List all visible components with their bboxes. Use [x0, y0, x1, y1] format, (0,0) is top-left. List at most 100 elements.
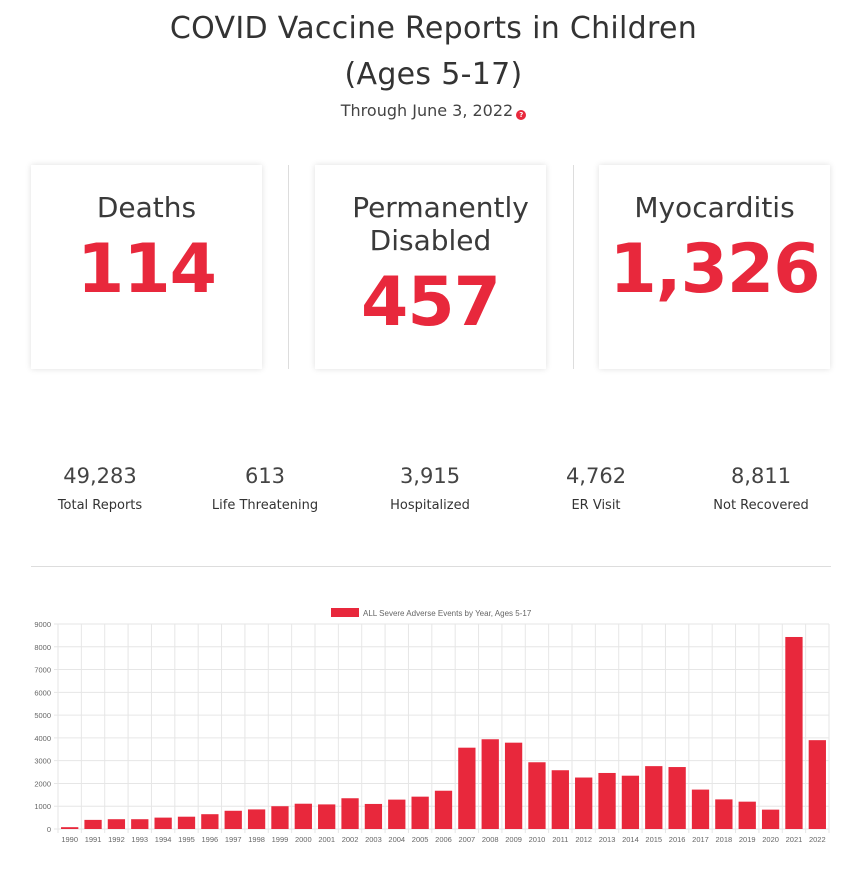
stat-label: ER Visit — [571, 498, 621, 513]
bar-1997[interactable] — [224, 810, 242, 829]
x-tick-label: 2013 — [599, 835, 616, 844]
stat-value: 3,915 — [399, 464, 461, 488]
x-tick-label: 2002 — [342, 835, 359, 844]
stat-not-recovered: 8,811 Not Recovered — [686, 462, 836, 513]
subtitle: Through June 3, 2022? — [0, 101, 867, 120]
chart-grid — [54, 623, 830, 833]
card-myocarditis-value: 1,326 — [609, 230, 820, 309]
stat-value: 613 — [244, 464, 286, 488]
x-tick-label: 2019 — [739, 835, 756, 844]
y-tick-label: 3000 — [34, 757, 51, 766]
chart-bars — [61, 636, 826, 829]
stat-er-visit: 4,762 ER Visit — [521, 462, 671, 513]
bar-2004[interactable] — [388, 799, 406, 829]
card-myocarditis: Myocarditis 1,326 — [599, 165, 830, 369]
bar-2010[interactable] — [528, 762, 546, 829]
stat-label: Life Threatening — [211, 498, 319, 513]
bar-2001[interactable] — [318, 804, 336, 829]
x-tick-label: 1993 — [131, 835, 148, 844]
y-tick-label: 4000 — [34, 734, 51, 743]
bar-2007[interactable] — [458, 747, 476, 829]
title-line-2: (Ages 5-17) — [344, 57, 523, 92]
y-tick-label: 9000 — [34, 620, 51, 629]
bar-chart: 1990 1991 1992 1993 1994 1995 1996 1997 1998 1999… — [34, 608, 830, 844]
title-line-1: COVID Vaccine Reports in Children — [169, 11, 698, 46]
bar-1995[interactable] — [177, 816, 196, 829]
bar-2012[interactable] — [575, 777, 593, 829]
bar-2011[interactable] — [551, 770, 569, 829]
x-tick-label: 1995 — [178, 835, 195, 844]
bar-2013[interactable] — [598, 772, 616, 829]
card-deaths: Deaths 114 — [31, 165, 262, 369]
stat-value: 8,811 — [730, 464, 792, 488]
bar-1992[interactable] — [107, 819, 126, 829]
x-tick-label: 2017 — [692, 835, 709, 844]
bar-2002[interactable] — [341, 798, 359, 829]
y-tick-label: 1000 — [34, 802, 51, 811]
stat-hospitalized: 3,915 Hospitalized — [355, 462, 505, 513]
bar-2006[interactable] — [434, 790, 453, 829]
bar-2009[interactable] — [504, 742, 523, 829]
bar-1998[interactable] — [247, 809, 266, 829]
bar-2022[interactable] — [808, 740, 826, 829]
help-icon[interactable]: ? — [516, 110, 527, 120]
x-tick-label: 2004 — [388, 835, 405, 844]
bar-1993[interactable] — [131, 819, 149, 829]
stat-life-threatening: 613 Life Threatening — [190, 462, 340, 513]
stat-total-reports: 49,283 Total Reports — [25, 462, 175, 513]
x-tick-label: 2010 — [529, 835, 546, 844]
x-axis-ticks: 1990 1991 1992 1993 1994 1995 1996 1997 1998 1999… — [61, 835, 825, 844]
x-tick-label: 2007 — [459, 835, 476, 844]
x-tick-label: 2001 — [318, 835, 335, 844]
legend-label: ALL Severe Adverse Events by Year, Ages … — [363, 609, 532, 618]
stat-label: Not Recovered — [713, 498, 809, 513]
y-tick-label: 8000 — [34, 643, 51, 652]
x-tick-label: 1997 — [225, 835, 242, 844]
card-disabled-value: 457 — [361, 263, 501, 342]
x-tick-label: 2020 — [762, 835, 779, 844]
stat-value: 4,762 — [565, 464, 627, 488]
bar-2019[interactable] — [738, 801, 756, 829]
bar-2017[interactable] — [691, 789, 710, 829]
x-tick-label: 1999 — [272, 835, 289, 844]
y-tick-label: 5000 — [34, 711, 51, 720]
page-title: COVID Vaccine Reports in Children (Ages … — [0, 6, 867, 98]
chart-legend[interactable]: ALL Severe Adverse Events by Year, Ages … — [331, 608, 532, 618]
y-tick-label: 2000 — [34, 779, 51, 788]
card-divider — [288, 165, 289, 369]
x-tick-label: 2008 — [482, 835, 499, 844]
bar-2005[interactable] — [411, 796, 429, 829]
card-disabled: Permanently Disabled 457 — [315, 165, 546, 369]
bar-1990[interactable] — [61, 827, 79, 829]
bar-1999[interactable] — [271, 806, 289, 829]
bar-2021[interactable] — [785, 636, 803, 829]
bar-2003[interactable] — [364, 803, 383, 829]
bar-2015[interactable] — [645, 766, 663, 829]
x-tick-label: 1991 — [85, 835, 102, 844]
x-tick-label: 2005 — [412, 835, 429, 844]
bar-2020[interactable] — [761, 809, 780, 829]
x-tick-label: 1994 — [155, 835, 172, 844]
y-axis-ticks: 0 1000 2000 3000 4000 5000 6000 7000 8000 9000 — [34, 620, 51, 834]
x-tick-label: 2000 — [295, 835, 312, 844]
card-disabled-label-2: Disabled — [369, 224, 492, 257]
x-tick-label: 1996 — [202, 835, 219, 844]
bar-1991[interactable] — [84, 819, 102, 829]
bar-1996[interactable] — [201, 814, 219, 829]
x-tick-label: 2006 — [435, 835, 452, 844]
bar-2016[interactable] — [668, 767, 686, 829]
bar-1994[interactable] — [154, 817, 172, 829]
y-tick-label: 7000 — [34, 666, 51, 675]
section-divider — [31, 566, 831, 567]
x-tick-label: 2018 — [716, 835, 733, 844]
bar-2000[interactable] — [294, 803, 312, 829]
x-tick-label: 2012 — [575, 835, 592, 844]
card-deaths-label: Deaths — [96, 191, 197, 224]
x-tick-label: 2022 — [809, 835, 826, 844]
x-tick-label: 2014 — [622, 835, 639, 844]
bar-2014[interactable] — [621, 775, 640, 829]
bar-2008[interactable] — [481, 739, 499, 829]
bar-2018[interactable] — [715, 799, 733, 829]
subtitle-text: Through June 3, 2022 — [340, 101, 514, 120]
y-tick-label: 0 — [47, 825, 51, 834]
